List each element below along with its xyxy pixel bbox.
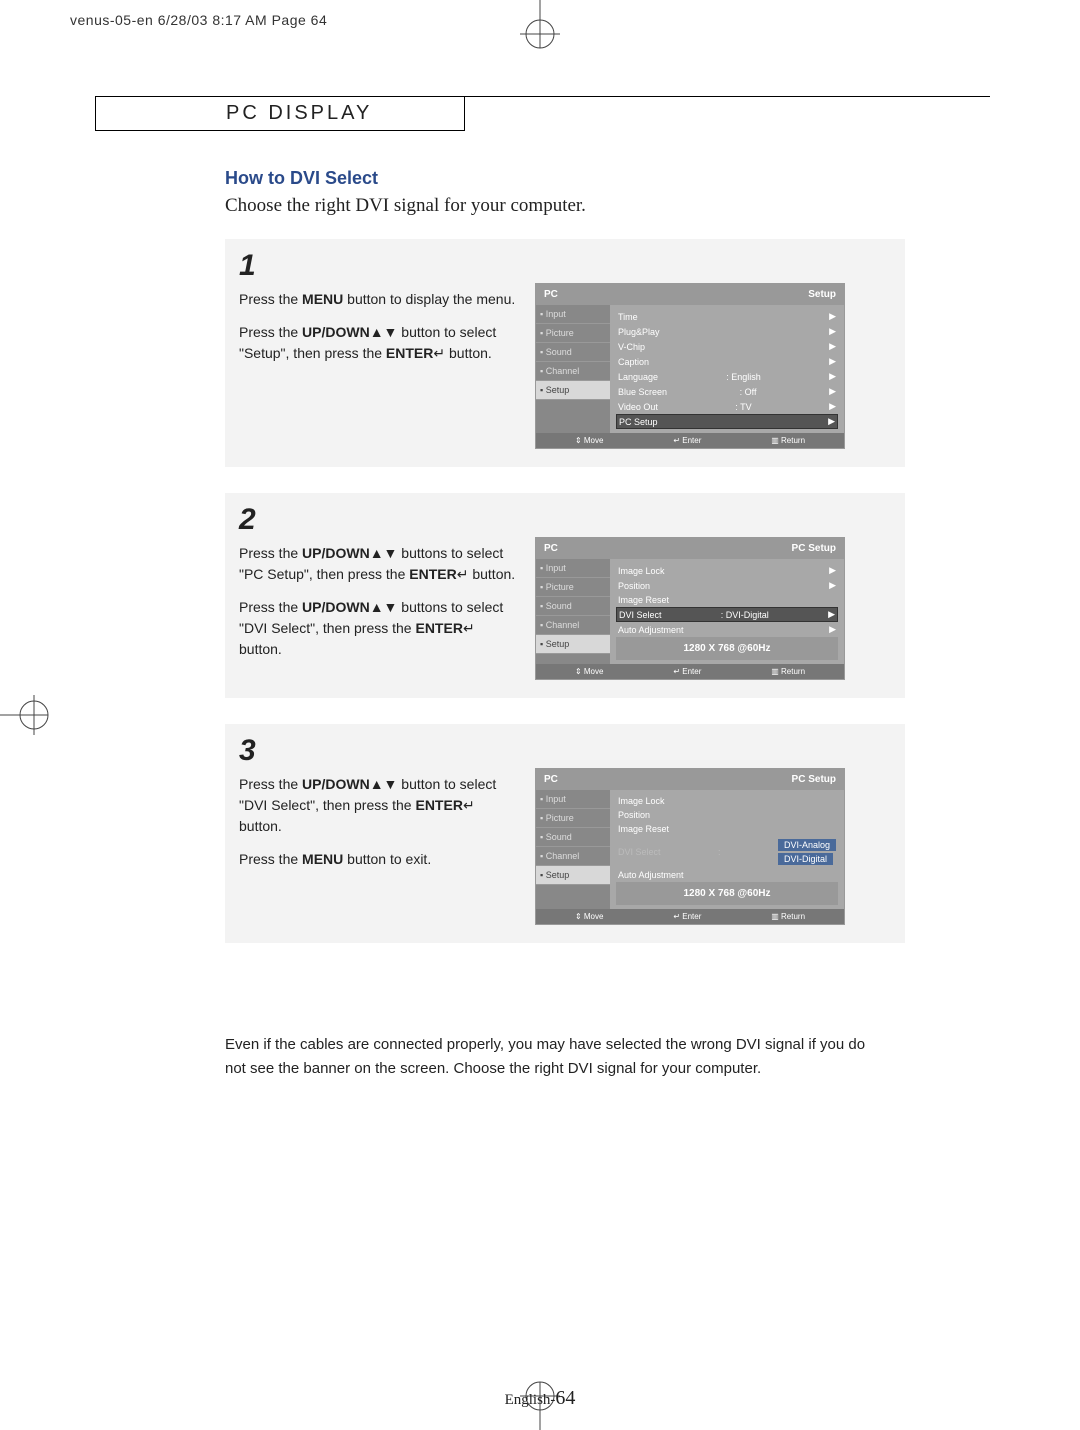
step-instruction: Press the UP/DOWN▲▼ buttons to select "D… xyxy=(239,597,519,660)
tab-title: PC DISPLAY xyxy=(226,102,372,125)
step-number: 2 xyxy=(239,503,519,537)
step-block: 1 Press the MENU button to display the m… xyxy=(225,239,905,467)
step-instruction: Press the MENU button to exit. xyxy=(239,849,519,870)
page-number: English-64 xyxy=(505,1387,576,1410)
step-instruction: Press the MENU button to display the men… xyxy=(239,289,519,310)
step-instruction: Press the UP/DOWN▲▼ buttons to select "P… xyxy=(239,543,519,585)
heading: How to DVI Select xyxy=(225,168,925,189)
step-instruction: Press the UP/DOWN▲▼ button to select "DV… xyxy=(239,774,519,837)
osd-menu: PCSetup ▪ Input▪ Picture▪ Sound▪ Channel… xyxy=(535,283,845,449)
intro-text: Choose the right DVI signal for your com… xyxy=(225,195,925,217)
print-mark: venus-05-en 6/28/03 8:17 AM Page 64 xyxy=(70,12,327,28)
note-text: Even if the cables are connected properl… xyxy=(225,1033,875,1081)
osd-menu: PCPC Setup ▪ Input▪ Picture▪ Sound▪ Chan… xyxy=(535,768,845,925)
step-number: 3 xyxy=(239,734,519,768)
osd-menu: PCPC Setup ▪ Input▪ Picture▪ Sound▪ Chan… xyxy=(535,537,845,680)
cropmark-left xyxy=(0,685,50,745)
step-number: 1 xyxy=(239,249,519,283)
step-instruction: Press the UP/DOWN▲▼ button to select "Se… xyxy=(239,322,519,364)
section-tab: PC DISPLAY xyxy=(95,96,465,131)
step-block: 2 Press the UP/DOWN▲▼ buttons to select … xyxy=(225,493,905,698)
step-block: 3 Press the UP/DOWN▲▼ button to select "… xyxy=(225,724,905,943)
cropmark-top xyxy=(510,0,570,50)
